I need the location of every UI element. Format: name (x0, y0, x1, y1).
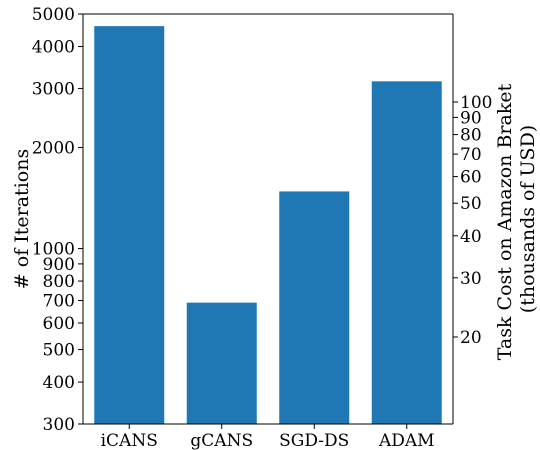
bar-adam (371, 81, 442, 424)
bar-sgd-ds (279, 191, 350, 424)
left-tick-label: 2000 (32, 139, 75, 159)
left-tick-label: 800 (43, 272, 75, 292)
x-tick-label: ADAM (378, 431, 435, 450)
x-tick-label: iCANS (101, 431, 158, 450)
left-tick-label: 900 (43, 255, 75, 275)
right-tick-label: 80 (460, 126, 482, 146)
left-tick-label: 4000 (32, 38, 75, 58)
left-tick-label: 500 (43, 341, 75, 361)
left-tick-label: 3000 (32, 79, 75, 99)
x-tick-label: SGD-DS (279, 431, 349, 450)
left-tick-label: 600 (43, 314, 75, 334)
left-tick-label: 300 (43, 415, 75, 435)
right-tick-label: 40 (460, 227, 482, 247)
y-axis-label-left: # of Iterations (11, 149, 33, 289)
x-tick-label: gCANS (190, 431, 253, 450)
x-axis: iCANS gCANS SGD-DS ADAM (101, 424, 435, 450)
left-tick-label: 5000 (32, 5, 75, 25)
bars (94, 26, 442, 425)
right-tick-label: 100 (460, 93, 492, 113)
bar-icans (94, 26, 165, 425)
right-tick-label: 50 (460, 194, 482, 214)
axes (82, 13, 454, 425)
left-tick-label: 1000 (32, 240, 75, 260)
y-axis-label-right-line-1: Task Cost on Amazon Braket (494, 83, 516, 360)
y-axis-label-right: Task Cost on Amazon Braket (thousands of… (494, 78, 539, 361)
left-tick-label: 400 (43, 373, 75, 393)
right-tick-label: 20 (460, 328, 482, 348)
bar-gcans (186, 302, 257, 424)
right-tick-label: 60 (460, 168, 482, 188)
right-tick-label: 90 (460, 108, 482, 128)
right-tick-label: 70 (460, 145, 482, 165)
y-axis-label-right-line-2: (thousands of USD) (517, 125, 539, 313)
right-tick-label: 30 (460, 269, 482, 289)
left-tick-label: 700 (43, 292, 75, 312)
